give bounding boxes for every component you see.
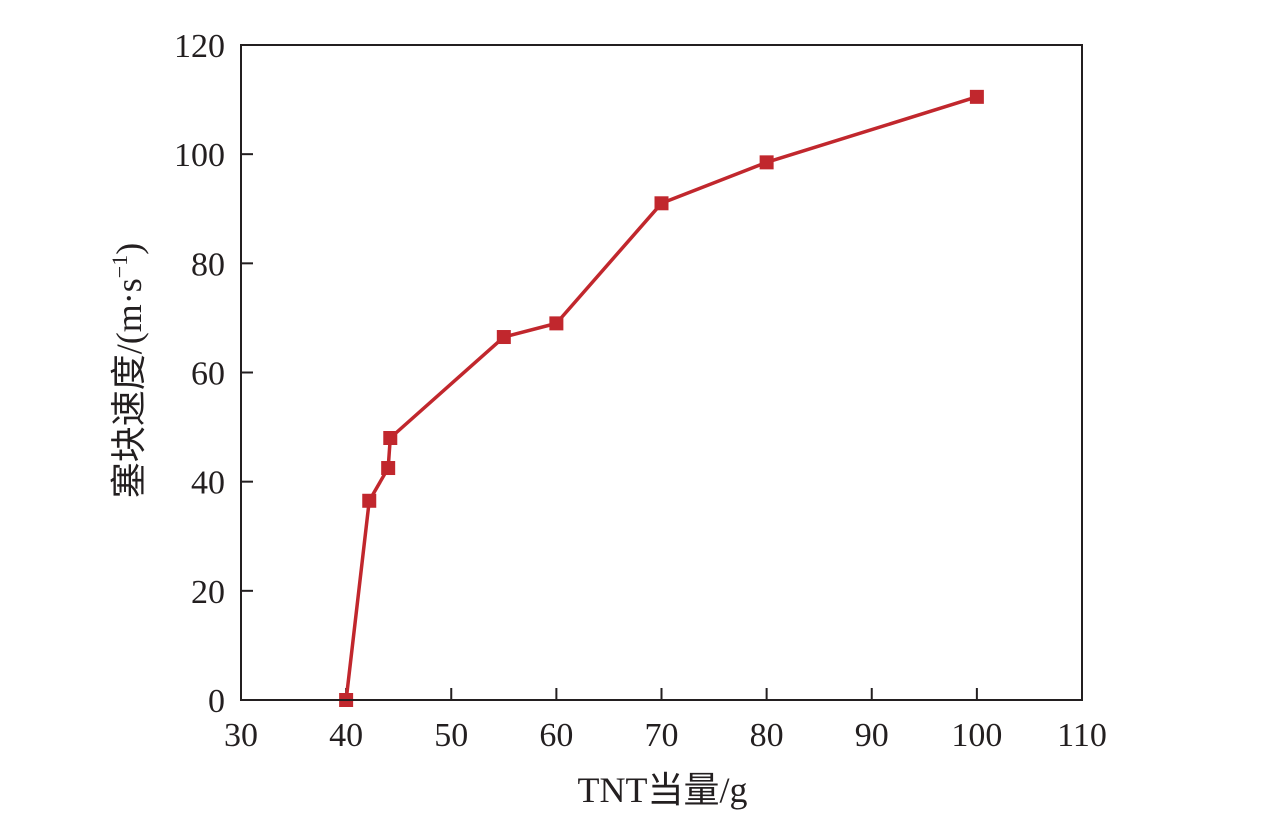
data-point-marker [969,89,984,104]
data-point-marker [759,155,774,170]
y-tick-label: 60 [191,356,225,393]
data-point-marker [362,493,377,508]
data-point-marker [654,196,669,211]
x-tick-label: 80 [750,717,784,754]
y-axis-title: 塞块速度/(m·s−1) [107,243,149,498]
x-tick-label: 90 [855,717,889,754]
y-axis-title-sup: −1 [107,255,132,278]
y-tick-label: 20 [191,574,225,611]
data-point-marker [496,330,511,345]
y-tick-label: 0 [208,683,225,720]
data-point-marker [381,461,396,476]
plot-frame [240,44,1083,701]
data-point-marker [383,431,398,445]
y-tick-label: 100 [174,137,225,174]
x-tick-label: 60 [539,717,573,754]
y-tick-label: 80 [191,246,225,283]
x-axis-title: TNT当量/g [578,770,748,810]
x-tick-label: 70 [645,717,679,754]
y-axis-title-main: 塞块速度/(m·s [109,278,149,498]
x-tick-label: 40 [329,717,363,754]
series-layer [339,89,984,707]
ticks-layer: 30 40 50 60 70 80 90 100 110 0 20 40 60 80 100 120 [174,28,1107,754]
y-tick-label: 120 [174,28,225,65]
x-tick-label: 30 [224,717,258,754]
y-axis-title-close: ) [109,243,149,255]
y-tick-label: 40 [191,465,225,502]
x-tick-label: 100 [951,717,1002,754]
x-tick-label: 50 [434,717,468,754]
data-point-marker [549,316,564,331]
x-tick-label: 110 [1057,717,1107,754]
series-line [344,95,978,701]
